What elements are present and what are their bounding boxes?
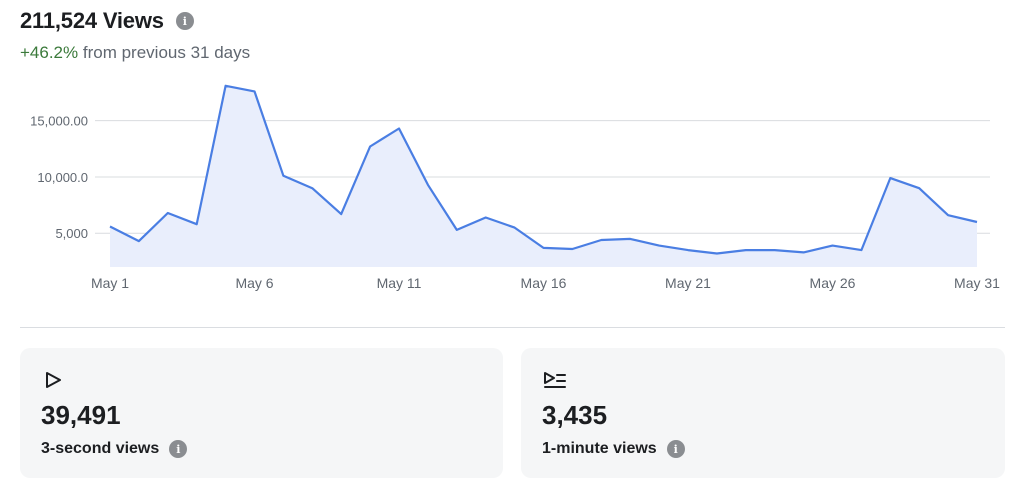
views-series-line: [109, 84, 978, 255]
data-point: [685, 247, 691, 253]
x-tick-label: May 16: [521, 275, 567, 291]
data-point: [425, 182, 431, 188]
data-point: [772, 247, 778, 253]
y-tick-label: 5,000: [55, 226, 88, 241]
x-tick-label: May 21: [665, 275, 711, 291]
data-point: [107, 223, 113, 229]
data-point: [945, 212, 951, 218]
three-second-views-value: 39,491: [41, 400, 121, 430]
one-minute-views-label-row: 1-minute views i: [542, 440, 685, 458]
data-point: [512, 225, 518, 231]
three-second-views-label: 3-second views: [41, 440, 160, 457]
x-tick-label: May 31: [954, 275, 1000, 291]
x-tick-label: May 1: [91, 275, 129, 291]
data-point: [165, 210, 171, 216]
data-point: [598, 237, 604, 243]
data-point: [887, 175, 893, 181]
views-chart-svg: 5,000 10,000.0 15,000.00 May 1 May 6 May 11 Ma…: [30, 83, 1000, 291]
one-minute-views-value: 3,435: [542, 400, 608, 430]
comparison-text: +46.2% from previous 31 days: [20, 43, 250, 63]
percent-change: +46.2%: [20, 43, 79, 62]
y-tick-label: 15,000.00: [30, 114, 88, 129]
data-point: [280, 173, 286, 179]
title-row: 211,524 Views i: [20, 8, 250, 34]
data-point: [801, 249, 807, 255]
data-point: [454, 227, 460, 233]
x-tick-label: May 26: [810, 275, 856, 291]
data-point: [309, 185, 315, 191]
data-point: [194, 221, 200, 227]
data-point: [627, 236, 633, 242]
data-point: [541, 245, 547, 251]
data-point: [916, 185, 922, 191]
data-point: [252, 88, 258, 94]
data-point: [569, 246, 575, 252]
views-chart: 5,000 10,000.0 15,000.00 May 1 May 6 May 11 Ma…: [0, 70, 1024, 300]
three-second-views-label-row: 3-second views i: [41, 440, 188, 458]
x-tick-label: May 11: [377, 275, 422, 291]
info-icon[interactable]: i: [175, 12, 194, 30]
data-point: [656, 243, 662, 249]
y-tick-label: 10,000.0: [37, 170, 88, 185]
data-point: [858, 247, 864, 253]
comparison-period: from previous 31 days: [82, 43, 251, 62]
total-views-title: 211,524 Views: [20, 8, 164, 33]
x-tick-label: May 6: [235, 275, 273, 291]
data-point: [136, 238, 142, 244]
one-minute-views-card: 3,435 1-minute views i: [521, 348, 1005, 478]
data-point: [338, 211, 344, 217]
data-point: [483, 214, 489, 220]
data-point: [396, 126, 402, 132]
data-point: [974, 219, 980, 225]
views-header: 211,524 Views i +46.2% from previous 31 …: [20, 8, 250, 63]
divider: [20, 327, 1005, 328]
views-area-fill: [110, 85, 977, 267]
play-icon: [46, 372, 61, 388]
info-icon[interactable]: i: [666, 440, 685, 458]
data-point: [714, 250, 720, 256]
data-point: [367, 144, 373, 150]
play-list-icon: [544, 372, 566, 388]
data-point: [223, 83, 229, 89]
three-second-views-card: 39,491 3-second views i: [20, 348, 503, 478]
data-point: [830, 243, 836, 249]
info-icon[interactable]: i: [169, 440, 188, 458]
data-point: [743, 247, 749, 253]
one-minute-views-label: 1-minute views: [542, 440, 657, 457]
